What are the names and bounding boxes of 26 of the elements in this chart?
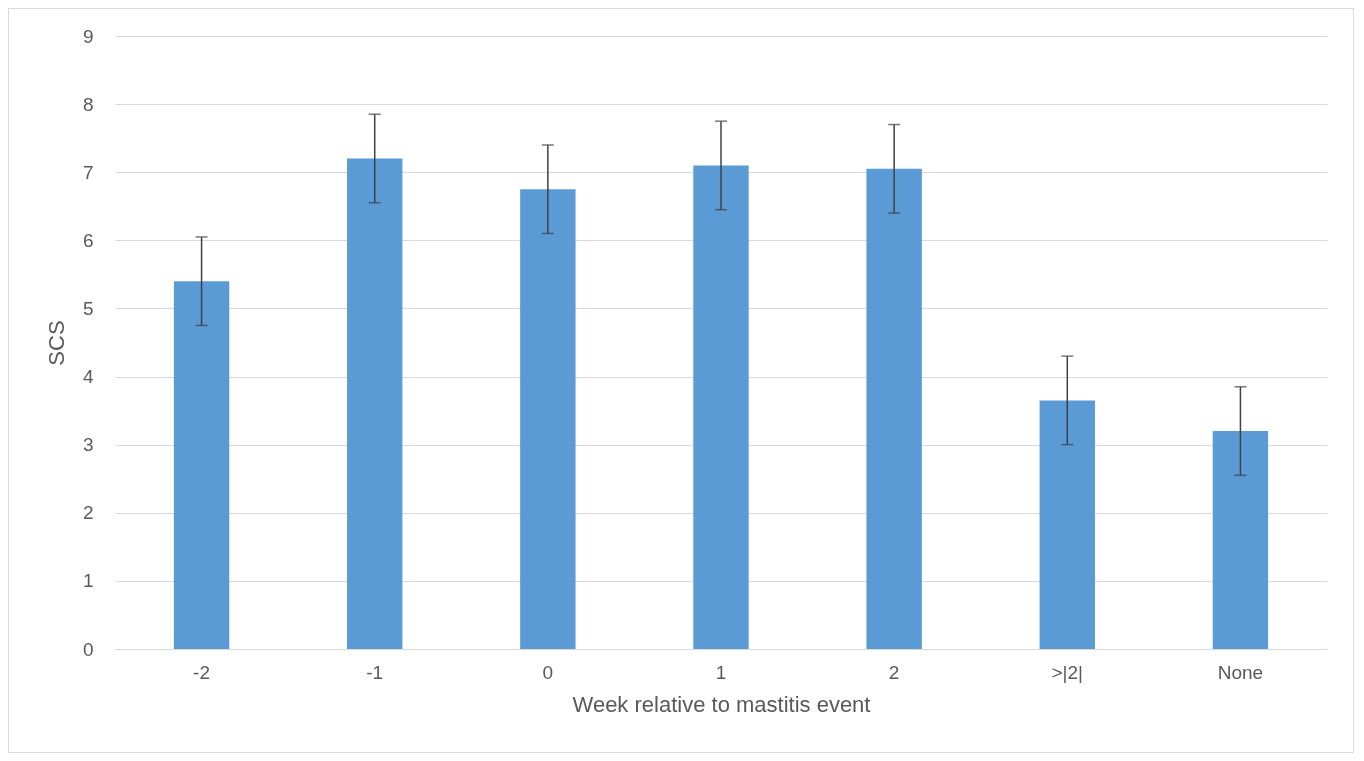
x-tick-label: >|2| (1051, 661, 1084, 683)
y-tick-label: 9 (82, 25, 94, 47)
y-axis-title: SCS (43, 320, 69, 366)
y-tick-label: 8 (82, 93, 94, 115)
y-tick-label: 6 (82, 229, 94, 251)
x-tick-label: -1 (366, 661, 384, 683)
x-tick-label: None (1217, 661, 1264, 683)
y-tick-label: 3 (82, 434, 94, 456)
bar (1212, 431, 1269, 649)
y-tick-label: 0 (82, 638, 94, 660)
x-tick-label: 0 (542, 661, 554, 683)
y-tick-label: 2 (82, 502, 94, 524)
x-axis-title: Week relative to mastitis event (572, 691, 871, 717)
y-tick-label: 4 (82, 366, 94, 388)
y-tick-label: 7 (82, 161, 94, 183)
bar (1039, 400, 1095, 649)
bar (347, 158, 403, 649)
x-tick-label: 2 (888, 661, 900, 683)
x-tick-label: 1 (715, 661, 727, 683)
bar (173, 281, 230, 649)
bar (866, 168, 922, 649)
y-tick-label: 5 (82, 297, 94, 319)
bar (693, 165, 749, 649)
bar (520, 189, 576, 649)
y-tick-label: 1 (82, 570, 94, 592)
x-tick-label: -2 (193, 661, 211, 683)
